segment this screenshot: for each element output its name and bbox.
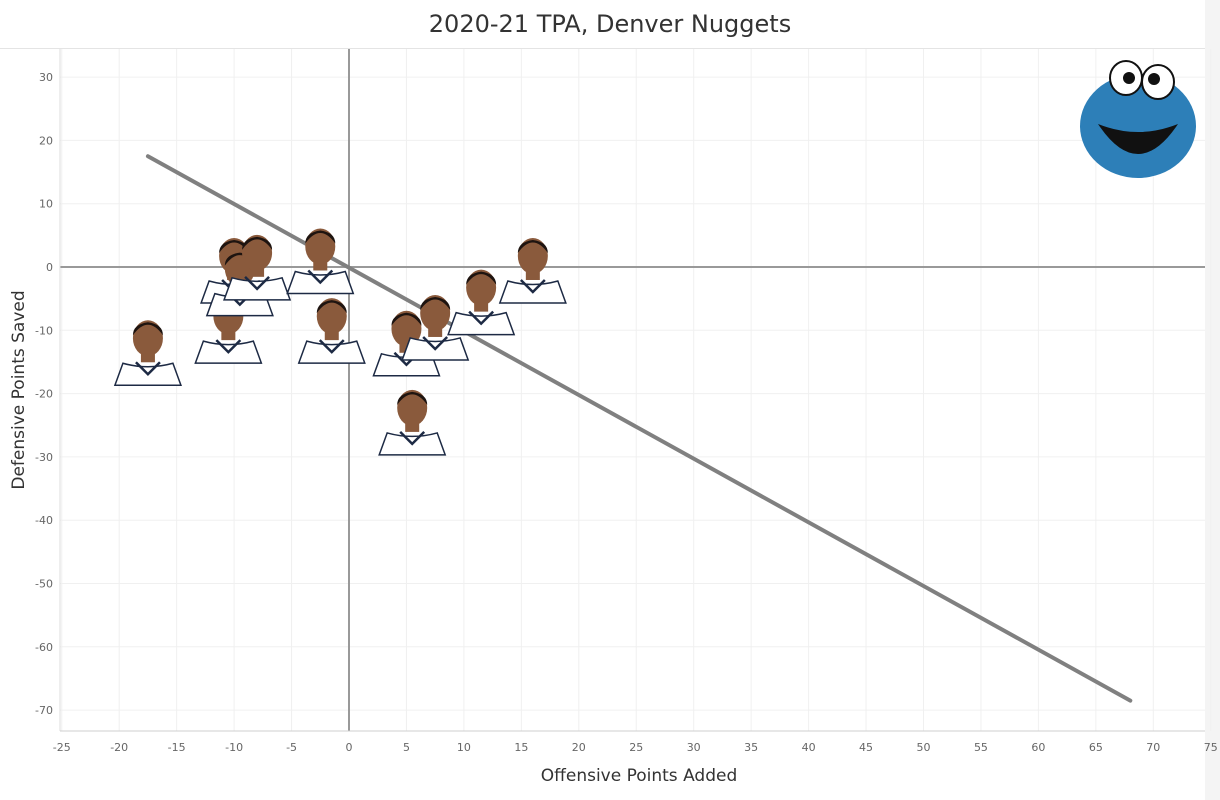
- player-point-6: [297, 298, 366, 364]
- y-tick-label: -50: [35, 578, 53, 591]
- player-points: [113, 228, 567, 456]
- x-tick-label: 45: [859, 741, 873, 754]
- player-point-4: [223, 234, 292, 301]
- y-tick-label: -60: [35, 641, 53, 654]
- y-tick-label: 20: [39, 134, 53, 147]
- x-tick-label: 5: [403, 741, 410, 754]
- trend-line-group: [145, 154, 1133, 703]
- x-tick-label: 55: [974, 741, 988, 754]
- trend-line: [145, 154, 1133, 703]
- x-tick-labels: -25 -20 -15 -10 -5 0 5 10 15 20 25 30 35 40 45 50 55 60 65…: [53, 741, 1218, 754]
- player-point-5: [286, 228, 355, 295]
- y-tick-label: -30: [35, 451, 53, 464]
- x-tick-label: -20: [110, 741, 128, 754]
- y-tick-label: 10: [39, 198, 53, 211]
- y-tick-labels: 30 20 10 0 -10 -20 -30 -40 -50 -60 -70: [35, 71, 53, 717]
- player-point-11: [378, 389, 447, 456]
- x-axis-label: Offensive Points Added: [541, 766, 737, 786]
- player-point-8: [401, 294, 470, 361]
- x-tick-label: 75: [1204, 741, 1218, 754]
- chart-title: 2020-21 TPA, Denver Nuggets: [428, 10, 792, 38]
- y-axis-label: Defensive Points Saved: [9, 290, 29, 489]
- x-tick-label: 60: [1031, 741, 1045, 754]
- y-tick-label: -70: [35, 704, 53, 717]
- y-tick-label: 30: [39, 71, 53, 84]
- x-tick-label: -15: [168, 741, 186, 754]
- x-tick-label: 10: [457, 741, 471, 754]
- cookie-monster-mouth: [1098, 124, 1178, 154]
- x-tick-label: 20: [572, 741, 586, 754]
- x-tick-label: 0: [346, 741, 353, 754]
- x-tick-label: 65: [1089, 741, 1103, 754]
- y-tick-label: 0: [46, 261, 53, 274]
- axis-frame: [59, 49, 1205, 732]
- header-divider: [0, 48, 1205, 49]
- x-tick-label: 40: [802, 741, 816, 754]
- cookie-monster-face: [1080, 74, 1196, 178]
- x-tick-label: -25: [53, 741, 71, 754]
- x-tick-label: 50: [917, 741, 931, 754]
- right-margin-strip: [1205, 0, 1220, 800]
- y-tick-label: -40: [35, 514, 53, 527]
- x-tick-label: 25: [629, 741, 643, 754]
- x-tick-label: 15: [514, 741, 528, 754]
- player-point-0: [113, 320, 182, 387]
- x-tick-label: -10: [225, 741, 243, 754]
- x-tick-label: -5: [286, 741, 297, 754]
- zero-lines: [60, 49, 1205, 731]
- y-tick-label: -20: [35, 388, 53, 401]
- grid-lines: [60, 49, 1212, 731]
- y-tick-label: -10: [35, 324, 53, 337]
- x-tick-label: 70: [1146, 741, 1160, 754]
- x-tick-label: 30: [687, 741, 701, 754]
- x-tick-label: 35: [744, 741, 758, 754]
- player-point-10: [498, 237, 567, 304]
- cookie-monster-logo: [1080, 60, 1196, 178]
- player-point-9: [447, 269, 516, 336]
